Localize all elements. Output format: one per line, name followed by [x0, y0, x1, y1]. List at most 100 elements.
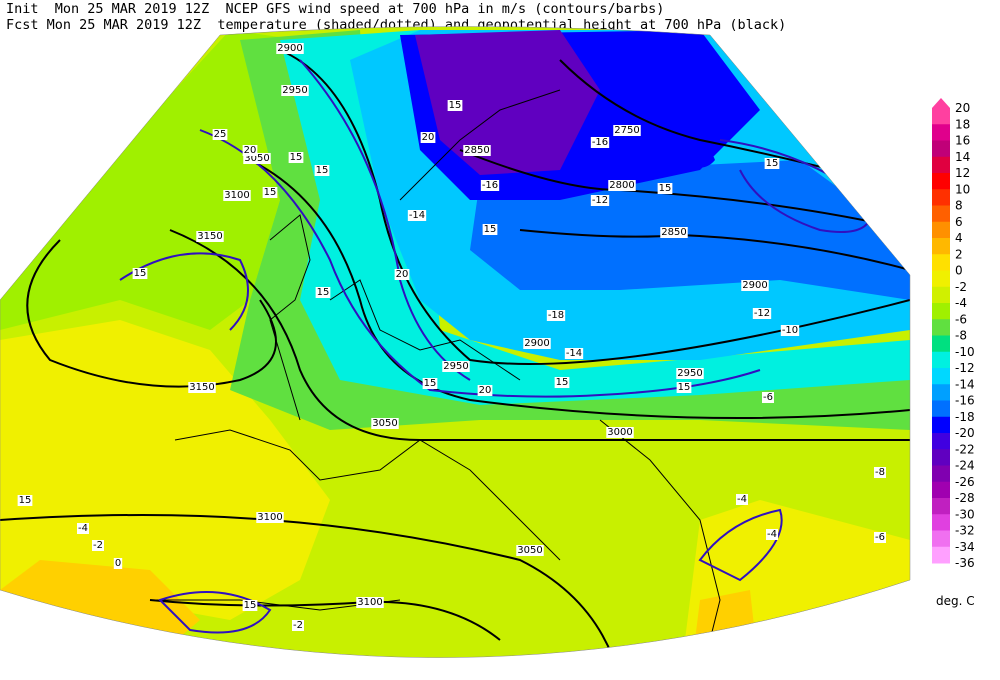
- height-label: 2850: [661, 227, 686, 238]
- colorbar-swatch: [932, 384, 950, 401]
- colorbar-swatch: [932, 303, 950, 320]
- label-box: [554, 377, 570, 388]
- label-box: [243, 153, 271, 164]
- label-box: [188, 382, 216, 393]
- label-box: [657, 183, 673, 194]
- colorbar-label: 2: [955, 247, 963, 261]
- colorbar-label: -16: [955, 394, 975, 408]
- colorbar-swatch: [932, 465, 950, 483]
- height-label: 2950: [282, 85, 307, 96]
- wind-label: 25: [214, 129, 227, 140]
- label-box: [281, 85, 309, 96]
- colorbar-swatch: [932, 319, 950, 336]
- temp-label: -4: [78, 523, 88, 534]
- label-box: [394, 269, 410, 280]
- colorbar-swatch: [932, 173, 950, 190]
- colorbar-swatch: [932, 433, 950, 450]
- temp-label: -12: [754, 308, 770, 319]
- wind-label: 15: [678, 382, 691, 393]
- wind-label: 15: [244, 600, 257, 611]
- label-box: [223, 190, 251, 201]
- label-box: [676, 382, 692, 393]
- label-box: [780, 325, 800, 336]
- temp-label: -6: [763, 392, 773, 403]
- wind-label: 15: [484, 224, 497, 235]
- colorbar-swatch: [932, 108, 950, 125]
- label-box: [256, 512, 284, 523]
- label-box: [482, 224, 498, 235]
- label-box: [356, 597, 384, 608]
- height-label: 3100: [357, 597, 382, 608]
- colorbar-label: -22: [955, 442, 975, 456]
- label-box: [292, 620, 304, 631]
- colorbar-swatch: [932, 189, 950, 206]
- temp-label: -4: [767, 529, 777, 540]
- colorbar-label: 10: [955, 182, 970, 196]
- colorbar-label: -32: [955, 524, 975, 538]
- wind-label: 15: [264, 187, 277, 198]
- label-box: [613, 125, 641, 136]
- label-box: [762, 392, 774, 403]
- colorbar-label: -20: [955, 426, 975, 440]
- label-box: [752, 308, 772, 319]
- wind-label: 20: [396, 269, 409, 280]
- label-box: [447, 100, 463, 111]
- label-box: [422, 378, 438, 389]
- label-box: [874, 532, 886, 543]
- colorbar-label: -30: [955, 507, 975, 521]
- label-box: [92, 540, 104, 551]
- colorbar-swatch: [932, 270, 950, 288]
- height-label: 3050: [244, 153, 269, 164]
- label-box: [315, 287, 331, 298]
- label-box: [874, 467, 886, 478]
- temp-label: -2: [93, 540, 103, 551]
- temp-label: -14: [409, 210, 425, 221]
- colorbar-label: -6: [955, 312, 967, 326]
- label-box: [407, 210, 427, 221]
- wind-label: 15: [424, 378, 437, 389]
- label-box: [590, 195, 610, 206]
- label-box: [242, 600, 258, 611]
- wind-label: 15: [659, 183, 672, 194]
- colorbar-label: 12: [955, 166, 970, 180]
- wind-label: 15: [449, 100, 462, 111]
- colorbar-unit: deg. C: [936, 594, 975, 608]
- colorbar-swatch: [932, 368, 950, 385]
- wind-label: 15: [290, 152, 303, 163]
- label-box: [741, 280, 769, 291]
- label-box: [371, 418, 399, 429]
- colorbar-label: 6: [955, 215, 963, 229]
- wind-label: 20: [479, 385, 492, 396]
- height-label: 3100: [257, 512, 282, 523]
- colorbar-label: -2: [955, 280, 967, 294]
- height-label: 2800: [609, 180, 634, 191]
- label-box: [480, 180, 500, 191]
- temp-label: -6: [875, 532, 885, 543]
- label-box: [314, 165, 330, 176]
- wind-label: 20: [244, 145, 257, 156]
- label-box: [212, 129, 228, 140]
- label-box: [288, 152, 304, 163]
- height-label: 2750: [614, 125, 639, 136]
- label-box: [660, 227, 688, 238]
- label-box: [764, 158, 780, 169]
- label-box: [17, 495, 33, 506]
- colorbar-label: -28: [955, 491, 975, 505]
- colorbar-swatch: [932, 481, 950, 499]
- wind-label: 15: [316, 165, 329, 176]
- colorbar-label: -10: [955, 345, 975, 359]
- colorbar-label: 14: [955, 150, 970, 164]
- label-box: [242, 145, 258, 156]
- colorbar-label: -24: [955, 459, 975, 473]
- colorbar-swatch: [932, 286, 950, 304]
- colorbar-swatch: [932, 124, 950, 141]
- colorbar-label: 18: [955, 117, 970, 131]
- label-box: [420, 132, 436, 143]
- height-label: 2950: [443, 361, 468, 372]
- label-box: [676, 368, 704, 379]
- temp-label: -18: [548, 310, 564, 321]
- colorbar-label: 0: [955, 264, 963, 278]
- label-box: [516, 545, 544, 556]
- colorbar-swatch: [932, 416, 950, 434]
- label-box: [463, 145, 491, 156]
